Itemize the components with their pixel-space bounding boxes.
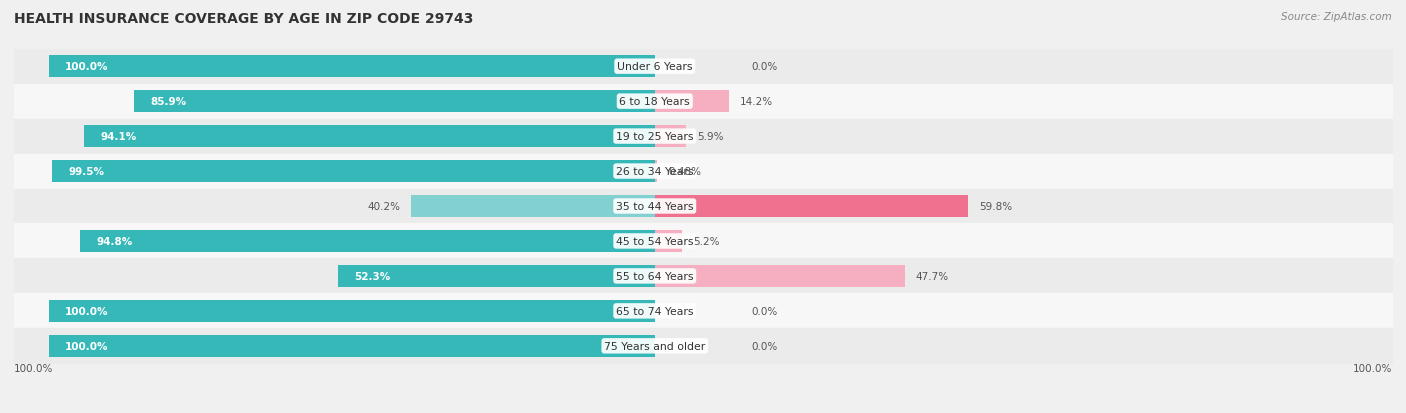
- Text: 85.9%: 85.9%: [150, 97, 187, 107]
- Bar: [84, 126, 655, 147]
- Text: 65 to 74 Years: 65 to 74 Years: [616, 306, 693, 316]
- Bar: [14, 259, 1392, 294]
- Text: 75 Years and older: 75 Years and older: [605, 341, 706, 351]
- Text: 5.2%: 5.2%: [693, 236, 720, 247]
- Bar: [337, 266, 655, 287]
- Bar: [52, 161, 655, 183]
- Bar: [655, 126, 686, 147]
- Text: 0.0%: 0.0%: [751, 341, 778, 351]
- Bar: [655, 230, 682, 252]
- Bar: [655, 91, 730, 113]
- Text: 94.8%: 94.8%: [97, 236, 132, 247]
- Text: 5.9%: 5.9%: [697, 132, 723, 142]
- Bar: [14, 294, 1392, 329]
- Text: 47.7%: 47.7%: [915, 271, 949, 281]
- Text: 55 to 64 Years: 55 to 64 Years: [616, 271, 693, 281]
- Text: 0.0%: 0.0%: [751, 62, 778, 72]
- Bar: [49, 56, 655, 78]
- Text: Under 6 Years: Under 6 Years: [617, 62, 693, 72]
- Text: 100.0%: 100.0%: [65, 341, 108, 351]
- Text: 100.0%: 100.0%: [65, 62, 108, 72]
- Text: 0.48%: 0.48%: [668, 166, 702, 177]
- Text: 6 to 18 Years: 6 to 18 Years: [620, 97, 690, 107]
- Text: 52.3%: 52.3%: [354, 271, 391, 281]
- Bar: [49, 300, 655, 322]
- Text: 100.0%: 100.0%: [14, 363, 53, 373]
- Text: Source: ZipAtlas.com: Source: ZipAtlas.com: [1281, 12, 1392, 22]
- Text: 45 to 54 Years: 45 to 54 Years: [616, 236, 693, 247]
- Bar: [14, 154, 1392, 189]
- Bar: [14, 329, 1392, 363]
- Text: 94.1%: 94.1%: [101, 132, 136, 142]
- Bar: [14, 189, 1392, 224]
- Text: 14.2%: 14.2%: [740, 97, 773, 107]
- Text: 40.2%: 40.2%: [367, 202, 401, 211]
- Bar: [655, 266, 904, 287]
- Text: 35 to 44 Years: 35 to 44 Years: [616, 202, 693, 211]
- Text: 26 to 34 Years: 26 to 34 Years: [616, 166, 693, 177]
- Text: 100.0%: 100.0%: [1353, 363, 1392, 373]
- Text: 59.8%: 59.8%: [979, 202, 1012, 211]
- Bar: [14, 224, 1392, 259]
- Bar: [14, 84, 1392, 119]
- Bar: [14, 119, 1392, 154]
- Text: 0.0%: 0.0%: [751, 306, 778, 316]
- Bar: [80, 230, 655, 252]
- Text: 100.0%: 100.0%: [65, 306, 108, 316]
- Text: 99.5%: 99.5%: [67, 166, 104, 177]
- Bar: [655, 196, 967, 217]
- Bar: [14, 50, 1392, 84]
- Text: 19 to 25 Years: 19 to 25 Years: [616, 132, 693, 142]
- Bar: [49, 335, 655, 357]
- Bar: [655, 161, 657, 183]
- Text: HEALTH INSURANCE COVERAGE BY AGE IN ZIP CODE 29743: HEALTH INSURANCE COVERAGE BY AGE IN ZIP …: [14, 12, 474, 26]
- Bar: [411, 196, 655, 217]
- Bar: [134, 91, 655, 113]
